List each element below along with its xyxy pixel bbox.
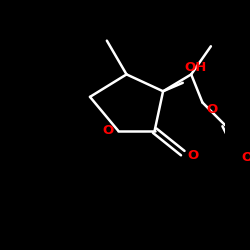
Text: OH: OH: [184, 62, 206, 74]
Text: O: O: [207, 103, 218, 116]
Text: O: O: [242, 151, 250, 164]
Text: O: O: [187, 150, 198, 162]
Text: O: O: [103, 124, 114, 137]
